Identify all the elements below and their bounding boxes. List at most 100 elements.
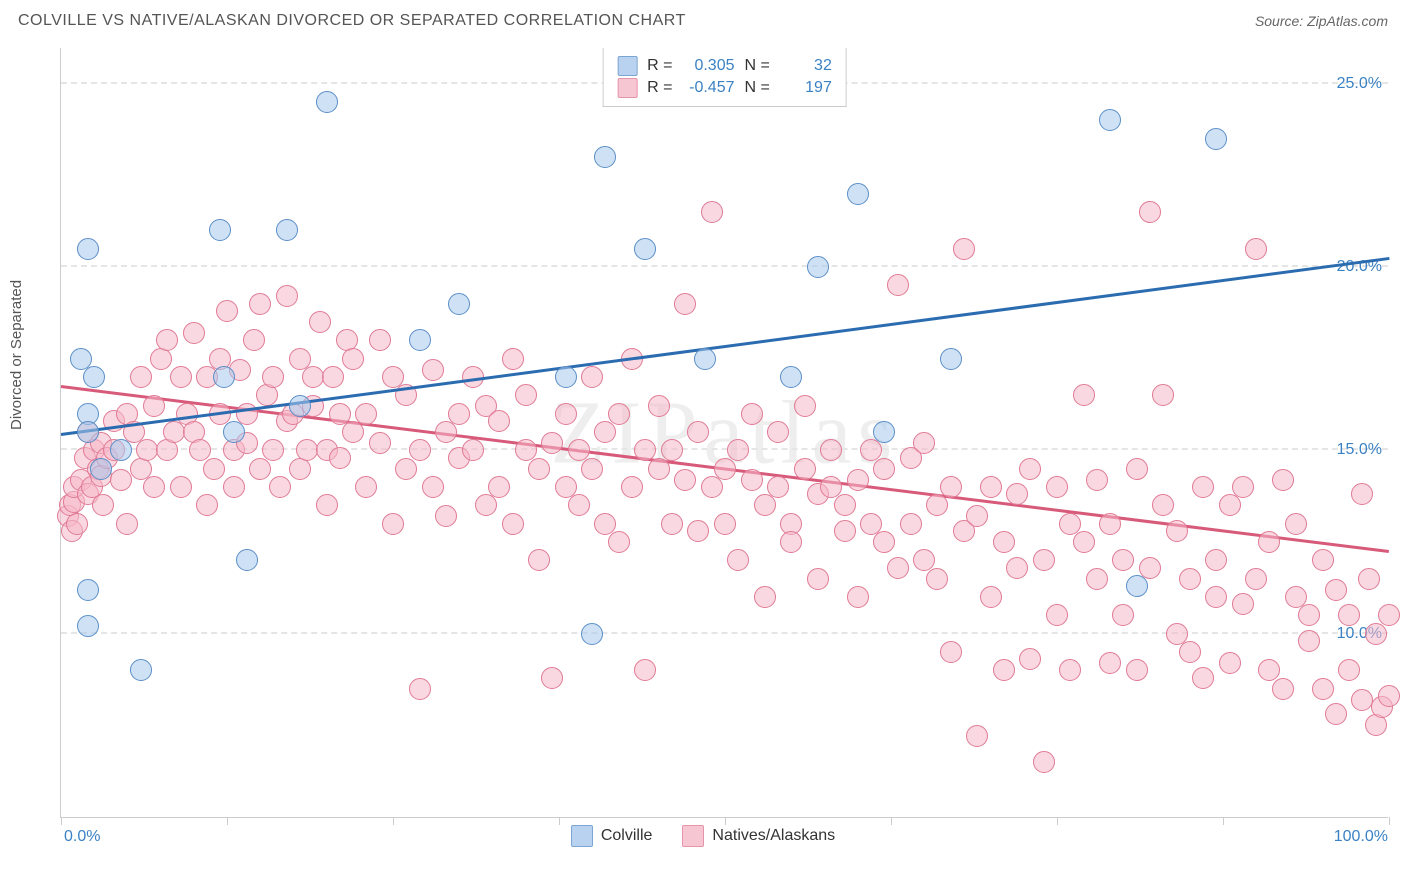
data-point xyxy=(213,366,235,388)
data-point xyxy=(223,421,245,443)
x-tick xyxy=(559,817,560,825)
stat-row-colville: R = 0.305 N = 32 xyxy=(617,56,832,76)
data-point xyxy=(409,329,431,351)
data-point xyxy=(183,322,205,344)
data-point xyxy=(741,403,763,425)
data-point xyxy=(1139,557,1161,579)
data-point xyxy=(1046,604,1068,626)
data-point xyxy=(794,395,816,417)
data-point xyxy=(435,505,457,527)
data-point xyxy=(249,458,271,480)
data-point xyxy=(262,366,284,388)
legend-label-natives: Natives/Alaskans xyxy=(712,827,835,845)
x-tick xyxy=(1389,817,1390,825)
data-point xyxy=(77,421,99,443)
data-point xyxy=(847,469,869,491)
data-point xyxy=(1285,513,1307,535)
data-point xyxy=(873,458,895,480)
r-label: R = xyxy=(647,79,672,97)
data-point xyxy=(116,513,138,535)
x-tick xyxy=(1057,817,1058,825)
data-point xyxy=(687,520,709,542)
colville-swatch xyxy=(617,56,637,76)
data-point xyxy=(834,494,856,516)
data-point xyxy=(847,586,869,608)
chart-title: COLVILLE VS NATIVE/ALASKAN DIVORCED OR S… xyxy=(18,12,686,30)
data-point xyxy=(1179,641,1201,663)
data-point xyxy=(66,513,88,535)
data-point xyxy=(1033,751,1055,773)
r-value-colville: 0.305 xyxy=(683,57,735,75)
data-point xyxy=(1192,476,1214,498)
data-point xyxy=(369,432,391,454)
data-point xyxy=(608,531,630,553)
data-point xyxy=(1312,549,1334,571)
data-point xyxy=(382,513,404,535)
data-point xyxy=(1258,531,1280,553)
data-point xyxy=(966,725,988,747)
data-point xyxy=(926,568,948,590)
data-point xyxy=(110,469,132,491)
data-point xyxy=(1073,384,1095,406)
data-point xyxy=(528,458,550,480)
data-point xyxy=(847,183,869,205)
data-point xyxy=(1073,531,1095,553)
data-point xyxy=(834,520,856,542)
data-point xyxy=(634,238,656,260)
data-point xyxy=(409,439,431,461)
data-point xyxy=(648,395,670,417)
data-point xyxy=(1179,568,1201,590)
data-point xyxy=(475,494,497,516)
data-point xyxy=(1272,678,1294,700)
data-point xyxy=(1126,659,1148,681)
data-point xyxy=(674,293,696,315)
data-point xyxy=(1205,586,1227,608)
data-point xyxy=(422,359,444,381)
data-point xyxy=(395,458,417,480)
data-point xyxy=(694,348,716,370)
data-point xyxy=(714,513,736,535)
data-point xyxy=(1112,549,1134,571)
data-point xyxy=(794,458,816,480)
n-label: N = xyxy=(745,57,770,75)
r-value-natives: -0.457 xyxy=(683,79,735,97)
data-point xyxy=(555,403,577,425)
data-point xyxy=(621,476,643,498)
data-point xyxy=(409,678,431,700)
data-point xyxy=(1338,604,1360,626)
data-point xyxy=(502,348,524,370)
data-point xyxy=(1378,604,1400,626)
data-point xyxy=(661,513,683,535)
data-point xyxy=(462,439,484,461)
data-point xyxy=(355,476,377,498)
data-point xyxy=(309,311,331,333)
data-point xyxy=(980,476,1002,498)
data-point xyxy=(581,366,603,388)
source-attribution: Source: ZipAtlas.com xyxy=(1255,13,1388,29)
data-point xyxy=(1245,238,1267,260)
data-point xyxy=(216,300,238,322)
legend-item-colville: Colville xyxy=(571,825,653,847)
data-point xyxy=(873,531,895,553)
data-point xyxy=(900,513,922,535)
data-point xyxy=(1033,549,1055,571)
data-point xyxy=(203,458,225,480)
data-point xyxy=(77,615,99,637)
data-point xyxy=(820,439,842,461)
data-point xyxy=(966,505,988,527)
data-point xyxy=(1232,593,1254,615)
data-point xyxy=(329,447,351,469)
data-point xyxy=(296,439,318,461)
data-point xyxy=(1351,483,1373,505)
data-point xyxy=(1312,678,1334,700)
data-point xyxy=(940,641,962,663)
data-point xyxy=(92,494,114,516)
data-point xyxy=(1126,575,1148,597)
data-point xyxy=(807,568,829,590)
data-point xyxy=(993,531,1015,553)
data-point xyxy=(448,403,470,425)
data-point xyxy=(170,476,192,498)
data-point xyxy=(608,403,630,425)
data-point xyxy=(1325,579,1347,601)
data-point xyxy=(780,531,802,553)
